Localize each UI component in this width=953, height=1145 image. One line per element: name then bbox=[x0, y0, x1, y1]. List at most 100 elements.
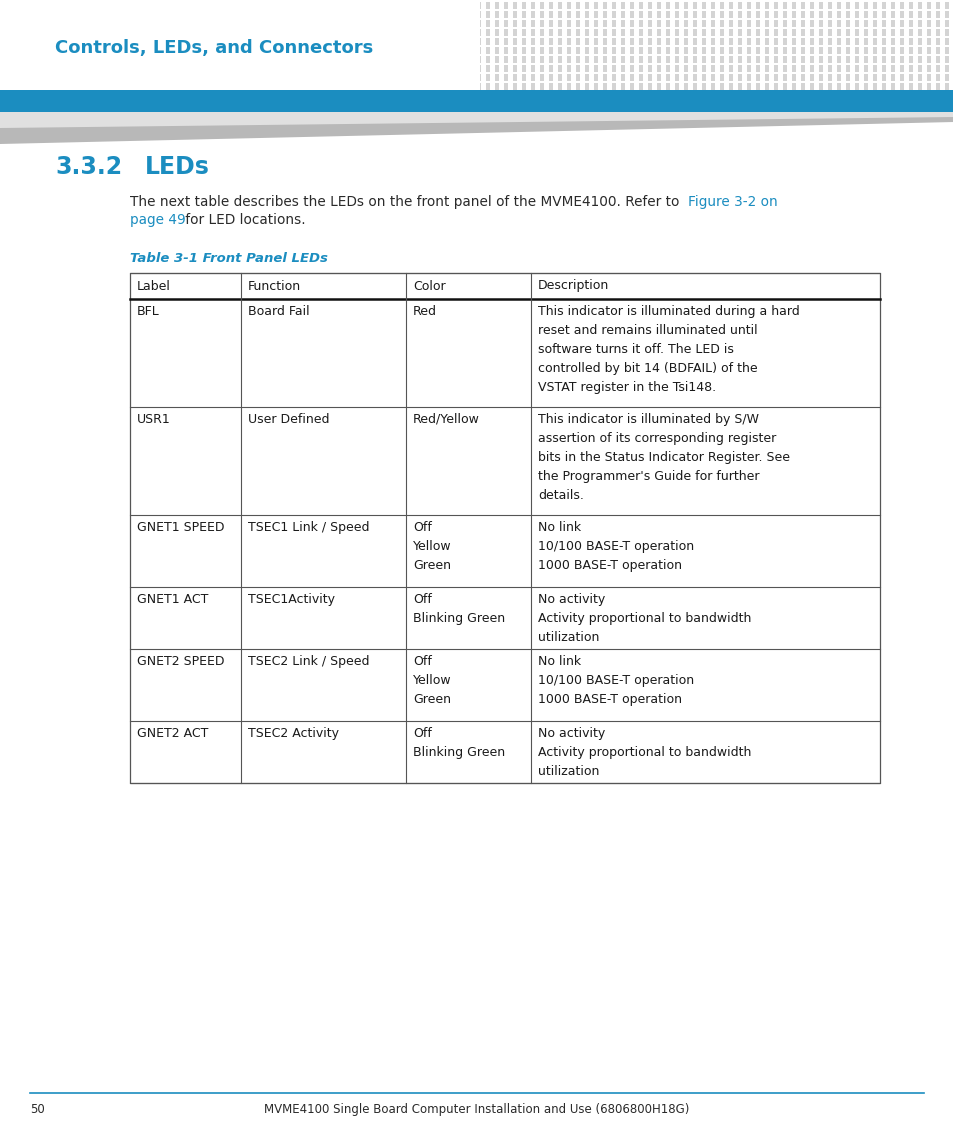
Bar bbox=[422, 19, 427, 27]
Bar bbox=[215, 29, 220, 35]
Bar bbox=[387, 2, 391, 9]
Bar bbox=[314, 65, 318, 72]
Bar bbox=[333, 2, 336, 9]
Bar bbox=[233, 38, 237, 45]
Bar bbox=[189, 11, 193, 18]
Bar bbox=[639, 82, 642, 90]
Bar bbox=[377, 29, 381, 35]
Text: GNET1 ACT: GNET1 ACT bbox=[137, 593, 208, 606]
Bar bbox=[63, 29, 67, 35]
Bar bbox=[935, 11, 939, 18]
Bar bbox=[369, 65, 373, 72]
Bar bbox=[288, 2, 292, 9]
Bar bbox=[548, 47, 553, 54]
Bar bbox=[189, 74, 193, 81]
Bar bbox=[422, 11, 427, 18]
Bar bbox=[836, 74, 841, 81]
Bar bbox=[81, 19, 85, 27]
Bar bbox=[809, 74, 813, 81]
Bar bbox=[764, 19, 768, 27]
Bar bbox=[414, 11, 417, 18]
Bar bbox=[692, 74, 697, 81]
Bar bbox=[270, 38, 274, 45]
Bar bbox=[243, 11, 247, 18]
Bar bbox=[791, 38, 795, 45]
Bar bbox=[665, 29, 669, 35]
Bar bbox=[675, 19, 679, 27]
Bar bbox=[764, 47, 768, 54]
Bar bbox=[189, 2, 193, 9]
Bar bbox=[468, 11, 472, 18]
Bar bbox=[63, 82, 67, 90]
Bar bbox=[845, 38, 849, 45]
Bar bbox=[252, 11, 255, 18]
Bar bbox=[872, 11, 876, 18]
Bar bbox=[54, 11, 58, 18]
Bar bbox=[54, 29, 58, 35]
Text: BFL: BFL bbox=[137, 305, 159, 318]
Bar bbox=[503, 65, 507, 72]
Bar bbox=[513, 82, 517, 90]
Bar bbox=[395, 38, 399, 45]
Bar bbox=[215, 38, 220, 45]
Bar bbox=[782, 65, 786, 72]
Bar bbox=[261, 56, 265, 63]
Bar bbox=[27, 19, 30, 27]
Bar bbox=[198, 38, 202, 45]
Bar bbox=[207, 2, 211, 9]
Bar bbox=[620, 38, 624, 45]
Bar bbox=[899, 29, 903, 35]
Bar bbox=[162, 82, 166, 90]
Bar bbox=[369, 82, 373, 90]
Bar bbox=[809, 47, 813, 54]
Bar bbox=[324, 56, 328, 63]
Bar bbox=[450, 47, 454, 54]
Bar bbox=[701, 29, 705, 35]
Bar bbox=[63, 19, 67, 27]
Bar bbox=[728, 2, 732, 9]
Bar bbox=[333, 47, 336, 54]
Bar bbox=[594, 11, 598, 18]
Bar bbox=[333, 38, 336, 45]
Bar bbox=[296, 47, 301, 54]
Bar bbox=[665, 2, 669, 9]
Bar bbox=[485, 19, 490, 27]
Bar bbox=[215, 74, 220, 81]
Bar bbox=[387, 56, 391, 63]
Bar bbox=[207, 47, 211, 54]
Bar bbox=[144, 47, 148, 54]
Bar bbox=[324, 38, 328, 45]
Text: Table 3-1 Front Panel LEDs: Table 3-1 Front Panel LEDs bbox=[130, 252, 328, 264]
Bar bbox=[926, 29, 930, 35]
Bar bbox=[755, 38, 760, 45]
Bar bbox=[468, 47, 472, 54]
Bar bbox=[468, 29, 472, 35]
Bar bbox=[36, 47, 40, 54]
Bar bbox=[890, 47, 894, 54]
Bar bbox=[387, 47, 391, 54]
Bar bbox=[845, 56, 849, 63]
Bar bbox=[701, 82, 705, 90]
Bar bbox=[198, 19, 202, 27]
Text: Function: Function bbox=[248, 279, 301, 292]
Bar bbox=[63, 65, 67, 72]
Bar bbox=[720, 29, 723, 35]
Bar bbox=[692, 47, 697, 54]
Bar bbox=[440, 56, 444, 63]
Bar bbox=[728, 29, 732, 35]
Text: Description: Description bbox=[537, 279, 609, 292]
Bar bbox=[531, 74, 535, 81]
Bar bbox=[359, 2, 364, 9]
Bar bbox=[233, 11, 237, 18]
Bar bbox=[395, 47, 399, 54]
Bar bbox=[665, 19, 669, 27]
Bar bbox=[872, 82, 876, 90]
Bar bbox=[81, 11, 85, 18]
Bar bbox=[63, 11, 67, 18]
Bar bbox=[548, 65, 553, 72]
Bar bbox=[629, 19, 634, 27]
Text: 3.3.2: 3.3.2 bbox=[55, 155, 122, 179]
Bar bbox=[450, 29, 454, 35]
Bar bbox=[422, 82, 427, 90]
Bar bbox=[81, 74, 85, 81]
